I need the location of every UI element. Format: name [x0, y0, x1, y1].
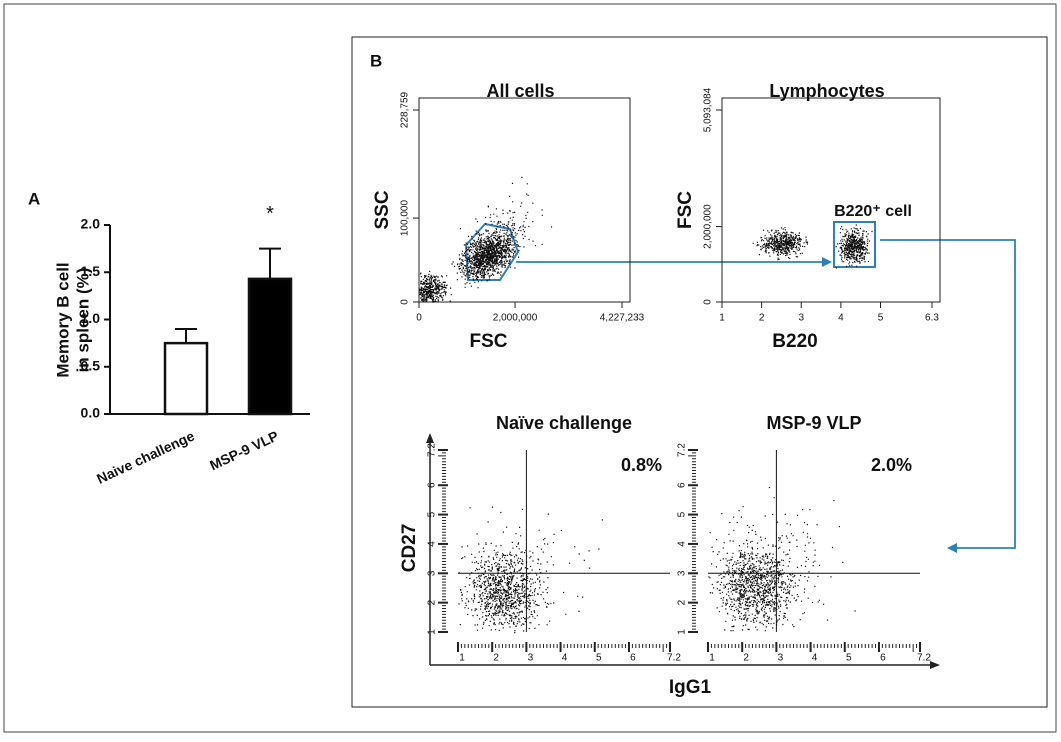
y-tick-label: 1: [427, 629, 438, 635]
y-tick-label: 1: [677, 629, 688, 635]
plot-frame: [721, 97, 941, 303]
x-tick-label: 3: [798, 313, 804, 324]
x-tick-label: 6: [630, 653, 636, 664]
y-tick-label: 2: [677, 599, 688, 605]
arrowhead: [947, 543, 957, 553]
x-tick-label: 2: [759, 313, 765, 324]
y-tick-label: 0.0: [81, 405, 101, 421]
x-tick-label: 2,000,000: [493, 313, 538, 324]
y-tick-label: 3: [427, 570, 438, 576]
x-tick-label: 6.3: [925, 313, 939, 324]
y-tick-label: 2,000,000: [703, 204, 714, 249]
y-tick-label: 6: [677, 482, 688, 488]
x-tick-label: 4: [562, 653, 568, 664]
arrowhead: [426, 433, 434, 443]
plot-title: MSP-9 VLP: [766, 413, 861, 433]
y-tick-label: 0.5: [81, 357, 101, 373]
y-axis-label: CD27: [399, 524, 420, 573]
x-tick-label: 3: [528, 653, 534, 664]
outer-border: [3, 3, 1057, 733]
quadrant-percent: 0.8%: [621, 455, 662, 475]
x-tick-label: Naive challenge: [94, 427, 197, 486]
y-axis-label: Memory B cell: [53, 262, 72, 377]
y-tick-label: 3: [677, 570, 688, 576]
x-tick-label: 5: [596, 653, 602, 664]
x-tick-label: 5: [878, 313, 884, 324]
y-tick-label: 5,093,084: [703, 87, 714, 132]
y-axis-label: SSC: [372, 190, 393, 229]
arrow: [880, 239, 1016, 549]
y-tick-label: 100,000: [400, 200, 411, 237]
x-tick-label: 4: [838, 313, 844, 324]
x-tick-label: 3: [778, 653, 784, 664]
x-tick-label: 1: [709, 653, 715, 664]
x-tick-label: 6: [880, 653, 886, 664]
plot-title: Naïve challenge: [496, 413, 632, 433]
y-tick-label: 4: [427, 541, 438, 547]
plot-title: Lymphocytes: [769, 81, 884, 101]
event-cloud: [752, 224, 873, 269]
x-tick-label: 2: [493, 653, 499, 664]
event-cloud: [708, 486, 856, 632]
minor-ticks: [438, 449, 671, 652]
x-axis-label: IgG1: [669, 677, 712, 698]
x-tick-label: 0: [416, 313, 422, 324]
minor-ticks: [688, 449, 921, 652]
y-tick-label: 2: [427, 599, 438, 605]
y-tick-label: 6: [427, 482, 438, 488]
x-axis-label: FSC: [470, 331, 508, 352]
arrowhead: [822, 257, 832, 267]
event-cloud: [458, 506, 603, 634]
arrowhead: [930, 661, 940, 669]
y-tick-label: 2.0: [81, 216, 101, 232]
panel-label: B: [370, 51, 382, 70]
y-tick-label: 7.2: [427, 443, 438, 457]
significance-mark: *: [266, 203, 274, 225]
bar: [247, 277, 293, 416]
y-tick-label: 0: [400, 299, 411, 305]
x-tick-label: 7.2: [667, 653, 681, 664]
panel-b-border: [351, 36, 1048, 708]
y-tick-label: 5: [427, 511, 438, 517]
gate: [464, 222, 520, 281]
x-tick-label: MSP-9 VLP: [207, 428, 281, 474]
panel-label: A: [28, 189, 40, 208]
x-tick-label: 5: [846, 653, 852, 664]
x-tick-label: 1: [459, 653, 465, 664]
bar: [163, 341, 209, 416]
y-tick-label: 1.5: [81, 263, 101, 279]
y-tick-label: 4: [677, 541, 688, 547]
y-tick-label: 5: [677, 511, 688, 517]
gate-label: B220⁺ cell: [834, 203, 912, 220]
y-tick-label: 1.0: [81, 310, 101, 326]
y-tick-label: 0: [703, 299, 714, 305]
gate: [833, 221, 876, 268]
y-axis-label: FSC: [675, 191, 696, 229]
x-axis-label: B220: [772, 331, 817, 352]
plot-frame: [418, 97, 631, 303]
y-tick-label: 7.2: [677, 443, 688, 457]
x-tick-label: 1: [719, 313, 725, 324]
plot-title: All cells: [486, 81, 554, 101]
x-tick-label: 7.2: [917, 653, 931, 664]
x-tick-label: 4: [812, 653, 818, 664]
x-tick-label: 4,227,233: [600, 313, 645, 324]
x-tick-label: 2: [743, 653, 749, 664]
quadrant-percent: 2.0%: [871, 455, 912, 475]
y-axis-label: in spleen (%): [73, 268, 92, 373]
event-cloud: [419, 176, 553, 303]
y-tick-label: 228,759: [400, 91, 411, 128]
